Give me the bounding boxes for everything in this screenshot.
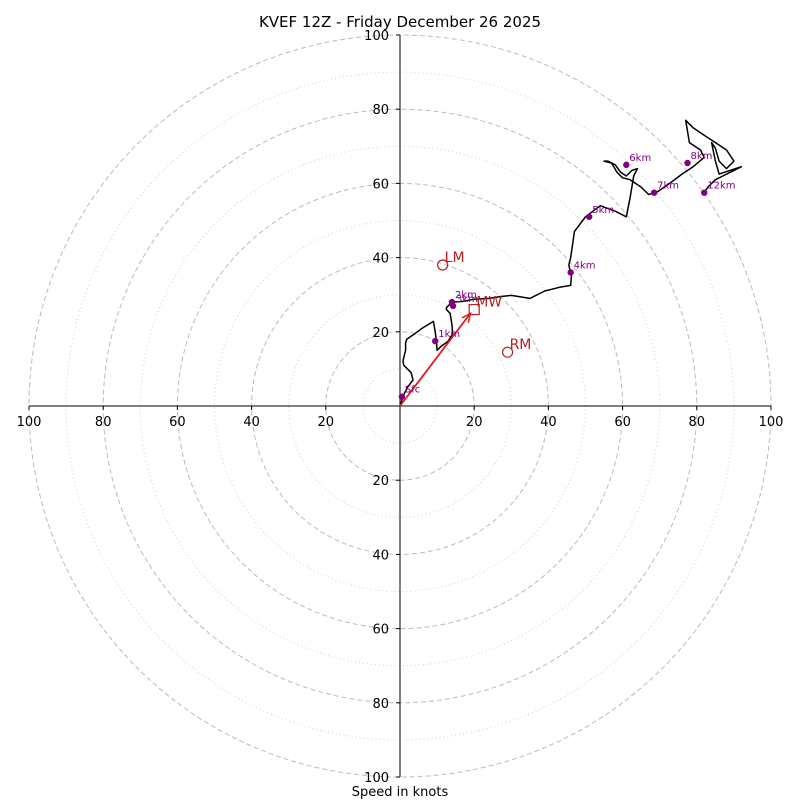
- tick-labels: 20 20 20 20 40 40 40 40 60 60 60 60 80 80 80 80 100 100 10…: [17, 29, 784, 786]
- height-marker-label: Sfc: [405, 385, 420, 396]
- storm-motion-label: MW: [476, 295, 502, 311]
- x-tick-label: 20: [466, 415, 483, 430]
- storm-motion-marker-RM: [501, 346, 514, 358]
- y-tick-label: 40: [372, 252, 389, 267]
- height-marker-5km: [586, 213, 593, 220]
- height-marker-label: 1km: [438, 329, 460, 340]
- chart-title: KVEF 12Z - Friday December 26 2025: [259, 13, 541, 31]
- y-tick-label: 80: [372, 697, 389, 712]
- y-tick-label: 60: [372, 623, 389, 638]
- y-tick-label: 60: [372, 177, 389, 192]
- height-marker-label: 12km: [707, 181, 735, 192]
- x-tick-label: 80: [95, 415, 112, 430]
- x-tick-label: 20: [318, 415, 335, 430]
- hodograph-trace-line: [399, 119, 743, 407]
- shear-vector: [399, 311, 472, 407]
- height-marker-label: 5km: [592, 205, 614, 216]
- height-marker-1km: [432, 337, 439, 345]
- shear-vector-line: [399, 312, 472, 407]
- x-tick-label: 100: [759, 415, 784, 430]
- height-marker-label: 3km: [456, 294, 478, 305]
- y-tick-label: 100: [364, 29, 389, 44]
- storm-motion-marker-LM: [437, 259, 449, 271]
- y-tick-label: 20: [372, 326, 389, 341]
- shear-vector-arrowhead: [461, 311, 472, 323]
- storm-motion-marker-MW: [468, 303, 480, 316]
- height-marker-Sfc: [398, 393, 406, 400]
- x-tick-label: 80: [689, 415, 706, 430]
- height-marker-label: 8km: [691, 151, 713, 162]
- x-axis-label: Speed in knots: [352, 785, 449, 800]
- y-tick-label: 100: [364, 771, 389, 786]
- height-marker-3km: [449, 302, 457, 310]
- y-tick-label: 80: [372, 103, 389, 118]
- height-marker-7km: [650, 189, 658, 196]
- x-tick-label: 40: [540, 415, 557, 430]
- wind-trace: [399, 119, 743, 407]
- x-tick-label: 60: [169, 415, 186, 430]
- height-marker-label: 4km: [574, 260, 596, 271]
- y-tick-label: 20: [372, 474, 389, 489]
- height-marker-8km: [684, 159, 691, 167]
- height-marker-12km: [701, 189, 708, 196]
- storm-motion-markers: LM RM MW: [437, 250, 532, 358]
- x-tick-label: 100: [17, 415, 42, 430]
- y-tick-label: 40: [372, 548, 389, 563]
- height-marker-6km: [623, 161, 630, 169]
- storm-motion-label: LM: [445, 250, 465, 266]
- height-marker-4km: [567, 269, 574, 276]
- x-tick-label: 40: [243, 415, 260, 430]
- storm-motion-label: RM: [510, 337, 532, 353]
- x-tick-label: 60: [614, 415, 631, 430]
- height-marker-label: 6km: [629, 153, 651, 164]
- height-marker-label: 2km: [455, 290, 477, 301]
- height-marker-label: 7km: [657, 181, 679, 192]
